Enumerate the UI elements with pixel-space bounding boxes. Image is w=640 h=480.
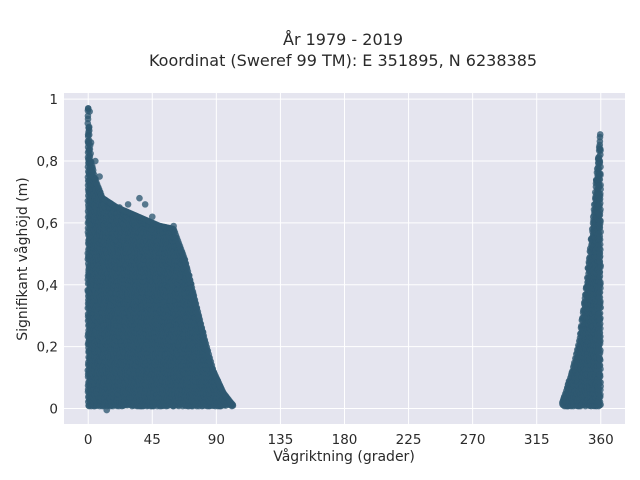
chart-title-line2: Koordinat (Sweref 99 TM): E 351895, N 62… <box>149 51 537 70</box>
scatter-point <box>85 123 93 131</box>
data-points <box>84 105 604 414</box>
chart-title-line1: År 1979 - 2019 <box>283 30 403 49</box>
